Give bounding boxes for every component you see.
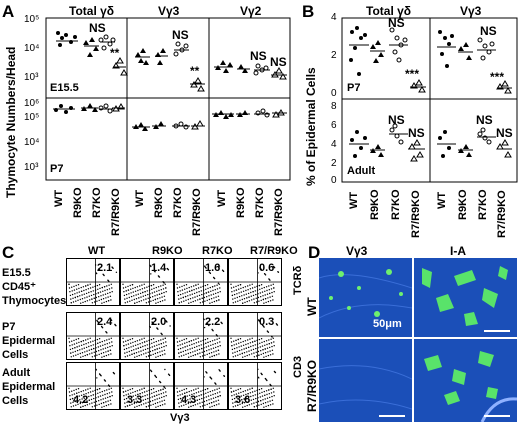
panel-a-plot: [45, 17, 291, 181]
flow-percentage: 3.6: [235, 394, 251, 406]
d-col-ia: I-A: [450, 244, 466, 258]
b-x-r9-1: R9KO: [369, 189, 381, 220]
b-sig-total-r79-top: ***: [405, 67, 420, 81]
b-sig-total-r7-top: NS: [388, 16, 405, 30]
flow-percentage: 2.2: [205, 316, 221, 328]
a-ytick-bot-2: 10⁵: [24, 112, 40, 123]
micrograph-wt-ia: [414, 258, 517, 337]
scale-bar-2: [379, 415, 405, 417]
b-x-wt-1: WT: [348, 191, 360, 209]
c-ylabel-cd3: CD3: [292, 355, 304, 378]
a-sig-total-r7: NS: [89, 21, 106, 35]
scale-bar: [484, 330, 510, 332]
b-ytick-top-3: 0: [331, 88, 337, 99]
flow-plot: 2.0: [120, 312, 174, 360]
b-x-r7-1: R7KO: [390, 189, 402, 220]
a-sig-vg3-r79: **: [190, 64, 200, 78]
micrograph-wt-vg3: 50μm: [319, 258, 412, 337]
scale-label: 50μm: [373, 318, 402, 330]
flow-percentage: 1.4: [151, 262, 167, 274]
b-ytick-top-1: 4: [331, 12, 337, 23]
flow-plot: 0.6: [228, 258, 282, 306]
panel-b-col-1-title: Total γδ: [366, 4, 412, 18]
flow-plot: 0.3: [228, 312, 282, 360]
panel-a-col-1-title: Total γδ: [69, 4, 115, 18]
flow-percentage: 2.4: [97, 316, 113, 328]
d-row-wt: WT: [305, 297, 319, 316]
flow-plot: 2.4: [66, 312, 120, 360]
b-ytick-bot-3: 4: [331, 139, 337, 150]
b-sig-vg3-r79-top: ***: [490, 70, 505, 84]
c-row-label-p7: P7 Epidermal Cells: [2, 321, 56, 361]
a-row-label-p7: P7: [50, 163, 64, 175]
b-ytick-bot-4: 2: [331, 158, 337, 169]
flow-percentage: 3.3: [127, 394, 143, 406]
flow-percentage: 4.3: [181, 394, 197, 406]
c-col-r7: R7KO: [202, 245, 233, 257]
scale-bar-3: [484, 415, 510, 417]
panel-b-label: B: [302, 2, 315, 21]
a-sig-vg2-r79: NS: [270, 55, 287, 69]
b-x-r9-2: R9KO: [457, 189, 469, 220]
flow-percentage: 4.2: [73, 394, 89, 406]
b-x-r79-1: R7/R9KO: [410, 190, 422, 238]
flow-percentage: 0.3: [259, 316, 275, 328]
a-ytick-bot-4: 10³: [24, 162, 39, 173]
flow-plot: 3.6: [228, 362, 282, 410]
panel-a-col-2-title: Vγ3: [158, 4, 180, 18]
a-ytick-top-2: 10⁴: [24, 43, 40, 54]
a-sig-vg3-r7: NS: [172, 28, 189, 42]
b-sig-vg3-r7-bot: NS: [476, 113, 493, 127]
b-x-r7-2: R7KO: [477, 189, 489, 220]
panel-a-col-3-title: Vγ2: [240, 4, 262, 18]
c-row-label-thymocytes: E15.5 CD45⁺ Thymocytes: [2, 267, 67, 307]
a-sig-vg2-r7: NS: [250, 49, 267, 63]
flow-percentage: 0.6: [259, 262, 275, 274]
b-sig-total-r79-bot: NS: [408, 126, 425, 140]
a-row-label-e155: E15.5: [50, 82, 79, 94]
c-row-label-adult: Adult Epidermal Cells: [2, 367, 56, 407]
a-ytick-bot-3: 10⁴: [24, 137, 40, 148]
b-x-wt-2: WT: [436, 191, 448, 209]
b-ytick-bot-1: 8: [331, 101, 337, 112]
c-col-r79: R7/R9KO: [250, 245, 298, 257]
b-ytick-bot-2: 6: [331, 120, 337, 131]
b-ytick-top-2: 2: [331, 50, 337, 61]
c-col-wt: WT: [88, 245, 106, 257]
micrograph-r79-ia: [414, 339, 517, 422]
flow-plot: 2.2: [174, 312, 228, 360]
b-ytick-bot-5: 0: [331, 175, 337, 186]
flow-plot: 4.3: [174, 362, 228, 410]
b-row-label-adult: Adult: [347, 165, 376, 177]
panel-b-plot: [341, 17, 518, 183]
panel-a-label: A: [2, 2, 15, 21]
a-sig-total-r79: **: [110, 46, 120, 60]
c-ylabel-tcrd: TCRδ: [292, 265, 304, 295]
panel-d-label: D: [308, 243, 321, 262]
b-x-r79-2: R7/R9KO: [496, 190, 508, 238]
panel-c-label: C: [2, 243, 15, 262]
d-col-vg3: Vγ3: [346, 244, 368, 258]
a-ytick-top-1: 10⁵: [24, 14, 40, 25]
a-ytick-top-3: 10³: [24, 72, 39, 83]
b-sig-total-r7-bot: NS: [388, 113, 405, 127]
panel-b-col-2-title: Vγ3: [460, 4, 482, 18]
b-sig-vg3-r7-top: NS: [480, 24, 497, 38]
flow-percentage: 2.1: [97, 262, 113, 274]
micrograph-r79-vg3: [319, 339, 412, 422]
flow-plot: 4.2: [66, 362, 120, 410]
flow-plot: 3.3: [120, 362, 174, 410]
c-xlabel-vg3: Vγ3: [170, 412, 190, 424]
flow-percentage: 2.0: [151, 316, 167, 328]
flow-plot: 1.4: [120, 258, 174, 306]
d-row-r79: R7/R9KO: [305, 359, 319, 412]
flow-percentage: 1.6: [205, 262, 221, 274]
a-ytick-bot-1: 10⁶: [24, 98, 40, 109]
b-sig-vg3-r79-bot: NS: [496, 126, 513, 140]
c-col-r9: R9KO: [152, 245, 183, 257]
b-row-label-p7: P7: [347, 82, 361, 94]
flow-plot: 1.6: [174, 258, 228, 306]
flow-plot: 2.1: [66, 258, 120, 306]
